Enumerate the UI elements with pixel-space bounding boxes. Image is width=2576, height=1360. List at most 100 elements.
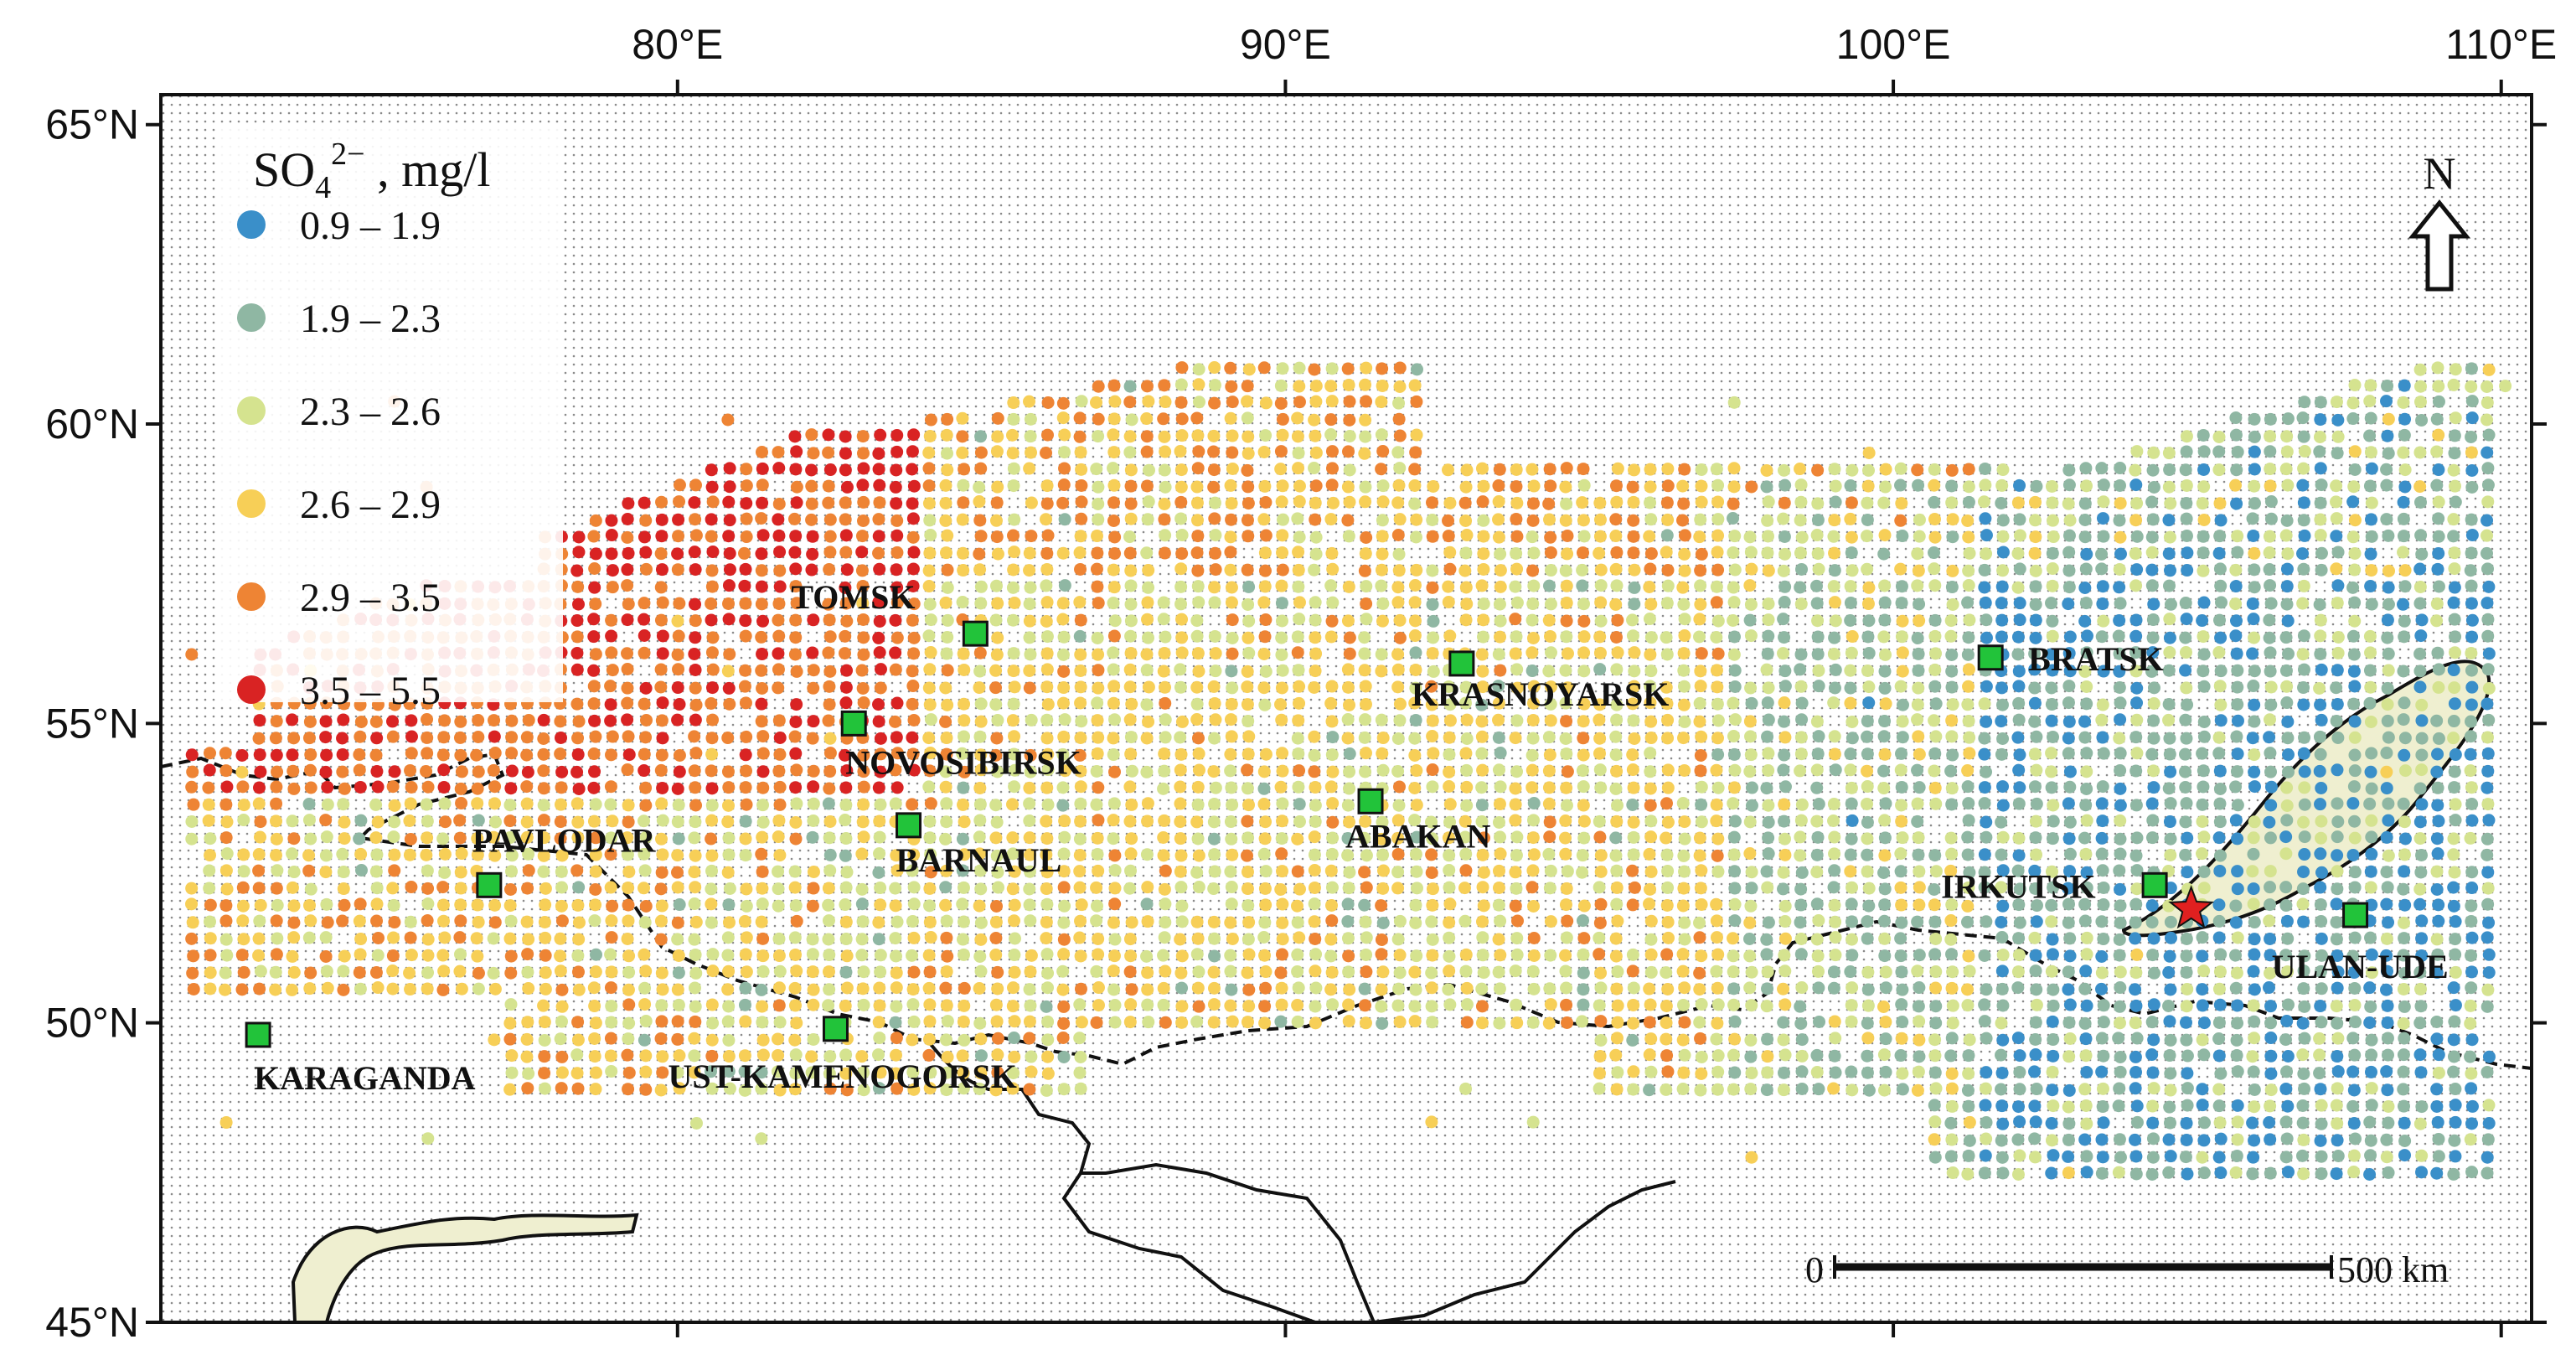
sulfate-point (654, 613, 668, 627)
sulfate-point (1476, 630, 1489, 644)
sulfate-point (1795, 713, 1809, 727)
sulfate-point (1560, 614, 1573, 628)
sulfate-point (1192, 747, 1205, 760)
sulfate-point (2448, 613, 2461, 626)
sulfate-point (1242, 480, 1255, 494)
sulfate-point (1611, 1016, 1624, 1029)
sulfate-point (940, 999, 953, 1012)
sulfate-point (2129, 849, 2143, 862)
sulfate-point (1627, 1083, 1640, 1096)
sulfate-point (654, 763, 668, 777)
sulfate-point (2248, 715, 2261, 728)
sulfate-point (2130, 497, 2144, 510)
sulfate-point (2280, 580, 2294, 593)
sulfate-point (319, 931, 333, 944)
sulfate-point (1879, 1032, 1892, 1046)
sulfate-point (957, 948, 970, 961)
sulfate-point (1192, 849, 1205, 862)
sulfate-point (1510, 998, 1523, 1011)
sulfate-point (2113, 664, 2126, 678)
sulfate-point (2397, 495, 2410, 509)
sulfate-point (539, 982, 552, 995)
sulfate-point (839, 581, 852, 594)
sulfate-point (1978, 881, 1991, 894)
sulfate-point (589, 547, 602, 561)
city-marker (2141, 871, 2168, 898)
sulfate-point (2164, 915, 2177, 928)
sulfate-point (1376, 547, 1389, 561)
sulfate-point (857, 462, 870, 475)
sulfate-point (1040, 732, 1054, 745)
sulfate-point (1827, 965, 1840, 979)
sulfate-point (1226, 446, 1239, 459)
sulfate-point (1359, 698, 1372, 711)
sulfate-point (2062, 916, 2075, 929)
sulfate-point (2413, 647, 2427, 660)
sulfate-point (1192, 965, 1205, 979)
sulfate-point (872, 698, 885, 711)
sulfate-point (1443, 780, 1456, 794)
lat-tick-label: 50°N (45, 1000, 139, 1047)
sulfate-point (2214, 849, 2228, 862)
sulfate-point (337, 866, 350, 879)
sulfate-point (639, 1083, 653, 1096)
sulfate-point (1727, 546, 1740, 559)
sulfate-point (1107, 428, 1120, 442)
sulfate-point (2297, 514, 2310, 527)
sulfate-point (1644, 914, 1658, 928)
sulfate-point (1996, 1117, 2010, 1130)
sulfate-point (589, 965, 602, 979)
sulfate-point (1276, 513, 1289, 526)
sulfate-point (1090, 764, 1103, 778)
sulfate-point (2213, 613, 2227, 627)
sulfate-point (2347, 664, 2361, 678)
sulfate-point (1627, 781, 1640, 794)
sulfate-point (2465, 362, 2478, 375)
sulfate-point (1510, 480, 1523, 494)
sulfate-point (855, 546, 869, 559)
sulfate-point (1861, 715, 1874, 728)
sulfate-point (840, 764, 854, 778)
sulfate-point (1360, 965, 1373, 979)
sulfate-point (1894, 478, 1907, 492)
sulfate-point (1627, 546, 1640, 560)
sulfate-point (922, 780, 936, 794)
sulfate-point (1862, 614, 1876, 628)
sulfate-point (1743, 579, 1757, 592)
sulfate-point (1276, 764, 1289, 778)
sulfate-point (2315, 1150, 2328, 1163)
sulfate-point (605, 547, 618, 561)
sulfate-point (1073, 411, 1087, 425)
sulfate-point (1477, 547, 1490, 561)
sulfate-point (1242, 646, 1256, 659)
sulfate-point (1745, 1067, 1758, 1080)
sulfate-point (823, 530, 837, 543)
sulfate-point (1174, 378, 1188, 391)
sulfate-point (2196, 949, 2209, 963)
sulfate-point (1123, 430, 1137, 443)
sulfate-point (2464, 764, 2477, 778)
sulfate-point (1376, 495, 1390, 509)
sulfate-point (1678, 463, 1691, 476)
sulfate-point (387, 830, 400, 844)
sulfate-point (2079, 964, 2093, 978)
sulfate-point (1861, 664, 1874, 677)
sulfate-point (1896, 698, 1909, 711)
sulfate-point (2465, 882, 2479, 895)
sulfate-point (872, 463, 885, 476)
sulfate-point (504, 998, 518, 1011)
sulfate-point (2212, 646, 2226, 659)
sulfate-point (2315, 563, 2328, 577)
sulfate-point (889, 899, 902, 913)
sulfate-point (956, 1049, 969, 1063)
sulfate-point (1309, 664, 1322, 678)
sulfate-point (1007, 412, 1020, 426)
sulfate-point (989, 748, 1003, 762)
sulfate-point (773, 747, 787, 761)
sulfate-point (1292, 714, 1305, 727)
sulfate-point (2315, 814, 2328, 828)
sulfate-point (370, 914, 384, 928)
sulfate-point (1978, 781, 1991, 794)
sulfate-point (621, 696, 634, 710)
sulfate-point (1980, 529, 1993, 542)
